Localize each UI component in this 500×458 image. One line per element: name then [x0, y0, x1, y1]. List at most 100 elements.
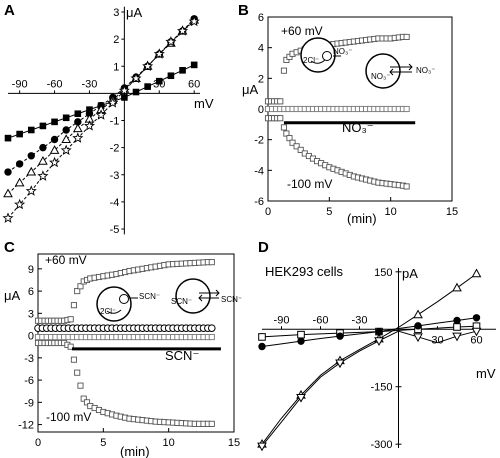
panel-a-series [2, 14, 200, 223]
panel-b-letter: B [238, 2, 249, 19]
panel-b-x-tick-label: 15 [446, 206, 458, 218]
panel-d-y-tick-label: -150 [370, 382, 392, 394]
panel-a-x-tick-label: -60 [47, 78, 63, 90]
panel-a-y-tick-label: -3 [110, 170, 120, 182]
panel-b-exchange-arrow-icon [390, 63, 413, 71]
panel-d-data-point [413, 333, 423, 343]
panel-c-y-tick-label: -9 [24, 397, 34, 409]
panel-a-data-point [15, 160, 24, 168]
panel-a-y-tick-label: 3 [113, 7, 119, 19]
panel-c-x-tick-label: 10 [163, 437, 175, 449]
panel-c-x-tick-label: 15 [228, 437, 240, 449]
panel-a-data-point [83, 120, 95, 131]
panel-b-y-tick-label: -2 [254, 135, 264, 147]
panel-a-y-tick-label: -4 [110, 197, 120, 209]
panel-a-data-point [39, 122, 47, 130]
panel-c-x-tick-label: 0 [35, 437, 41, 449]
panel-c-flux-arrow-icon [106, 309, 122, 314]
panel-b-y-tick-label: 4 [258, 43, 264, 55]
panel-b-data-point [280, 67, 287, 74]
panel-c-y-tick-label: -12 [18, 420, 34, 432]
panel-d-x-tick-label: 60 [470, 334, 482, 346]
panel-d-x-unit: mV [476, 366, 496, 381]
panel-a-data-point [177, 25, 189, 36]
panel-c-data-point [80, 395, 87, 402]
panel-a-data-point [72, 132, 84, 143]
panel-d-data-point [258, 333, 266, 341]
panel-b-data-point [277, 98, 284, 105]
panel-b-data-point [403, 105, 410, 113]
panel-b-schematic-label: NO₃⁻ [416, 66, 435, 75]
panel-b-schematic-label: 2Cl⁻ [303, 56, 319, 65]
panel-a-y-tick-label: -2 [110, 143, 120, 155]
panel-c-y-unit: μA [4, 288, 20, 303]
panel-b-x-tick-label: 0 [265, 206, 271, 218]
panel-b-y-tick-label: -6 [254, 196, 264, 208]
panel-b-transporter-icon [322, 51, 332, 61]
panel-c-y-tick-label: -6 [24, 375, 34, 387]
panel-d-data-point [374, 337, 384, 346]
panel-a-series-line [7, 64, 195, 139]
panel-b-x-label: (min) [347, 211, 377, 226]
panel-d-x-tick-label: -30 [352, 314, 368, 326]
panel-a-data-point [72, 123, 83, 133]
panel-d-data-point [296, 393, 306, 403]
panel-a-series-line [7, 18, 195, 173]
panel-c-schematic-label: SCN⁻ [221, 295, 242, 304]
panel-b-data-point [286, 135, 293, 142]
panel-a-data-point [60, 144, 72, 156]
panel-b-data-point [283, 130, 290, 137]
panel-a: A μA mV -90-60-303060321-1-2-3-4-5 [2, 2, 214, 236]
panel-c-data-point [74, 288, 81, 295]
panel-c-y-tick-label: 0 [28, 331, 34, 343]
panel-b-cell-icon [365, 53, 401, 89]
panel-a-data-point [155, 77, 163, 85]
panel-b-data-point [403, 183, 410, 190]
panel-d-data-point [336, 332, 344, 340]
panel-a-x-unit: mV [194, 96, 214, 111]
panel-d-series-line [261, 330, 477, 447]
panel-c-letter: C [4, 239, 15, 256]
panel-d: D HEK293 cells pA mV -90 -60 -30 30 60 150 -15… [257, 239, 496, 452]
panel-a-data-point [37, 170, 49, 181]
panel-c-y-tick-label: 9 [28, 264, 34, 276]
panel-d-data-point [452, 332, 462, 342]
panel-c-data-point [70, 302, 77, 309]
panel-b-cell-icon [300, 37, 336, 73]
panel-c-schematic-label: 2Cl⁻ [100, 307, 116, 316]
panel-b-bar-label: NO₃⁻ [342, 120, 374, 135]
panel-a-data-point [118, 84, 130, 96]
panel-a-y-tick-label: -5 [110, 224, 120, 236]
panel-b-data-point [293, 143, 300, 150]
panel-d-data-point [452, 282, 462, 292]
panel-b-schematic-label: NO₃⁻ [371, 72, 390, 81]
panel-a-data-point [190, 61, 198, 69]
panel-a-data-point [132, 88, 140, 96]
panel-d-y-unit: pA [402, 266, 418, 281]
panel-c-bottom-annotation: -100 mV [46, 410, 91, 424]
panel-d-data-point [472, 314, 481, 322]
panel-c-x-label: (min) [120, 444, 150, 458]
panel-a-data-point [14, 198, 26, 210]
panel-b-schematic-right: NO₃⁻ NO₃⁻ [365, 53, 435, 89]
panel-c-x-tick-label: 5 [100, 437, 106, 449]
panel-d-data-point [258, 342, 266, 351]
panel-d-data-point [471, 327, 482, 337]
panel-a-letter: A [4, 2, 15, 19]
panel-c-data-point [208, 334, 215, 341]
panel-a-y-unit: μA [126, 5, 142, 20]
panel-a-data-point [74, 118, 82, 126]
panel-b-data-point [403, 33, 410, 40]
panel-d-axes [262, 268, 496, 448]
panel-c-data-point [207, 324, 216, 332]
panel-a-data-point [25, 185, 37, 196]
panel-b-schematic-label: NO₃⁻ [333, 47, 352, 56]
panel-a-data-point [61, 134, 72, 143]
panel-c-data-point [83, 399, 91, 406]
panel-c-exchange-arrow-icon [199, 289, 220, 297]
panel-a-data-point [3, 188, 13, 198]
panel-d-letter: D [258, 239, 269, 256]
panel-c-y-tick-label: -3 [24, 353, 34, 365]
panel-d-ticks: -90 -60 -30 30 60 150 -150 -300 [274, 267, 483, 451]
panel-a-data-point [49, 156, 61, 168]
